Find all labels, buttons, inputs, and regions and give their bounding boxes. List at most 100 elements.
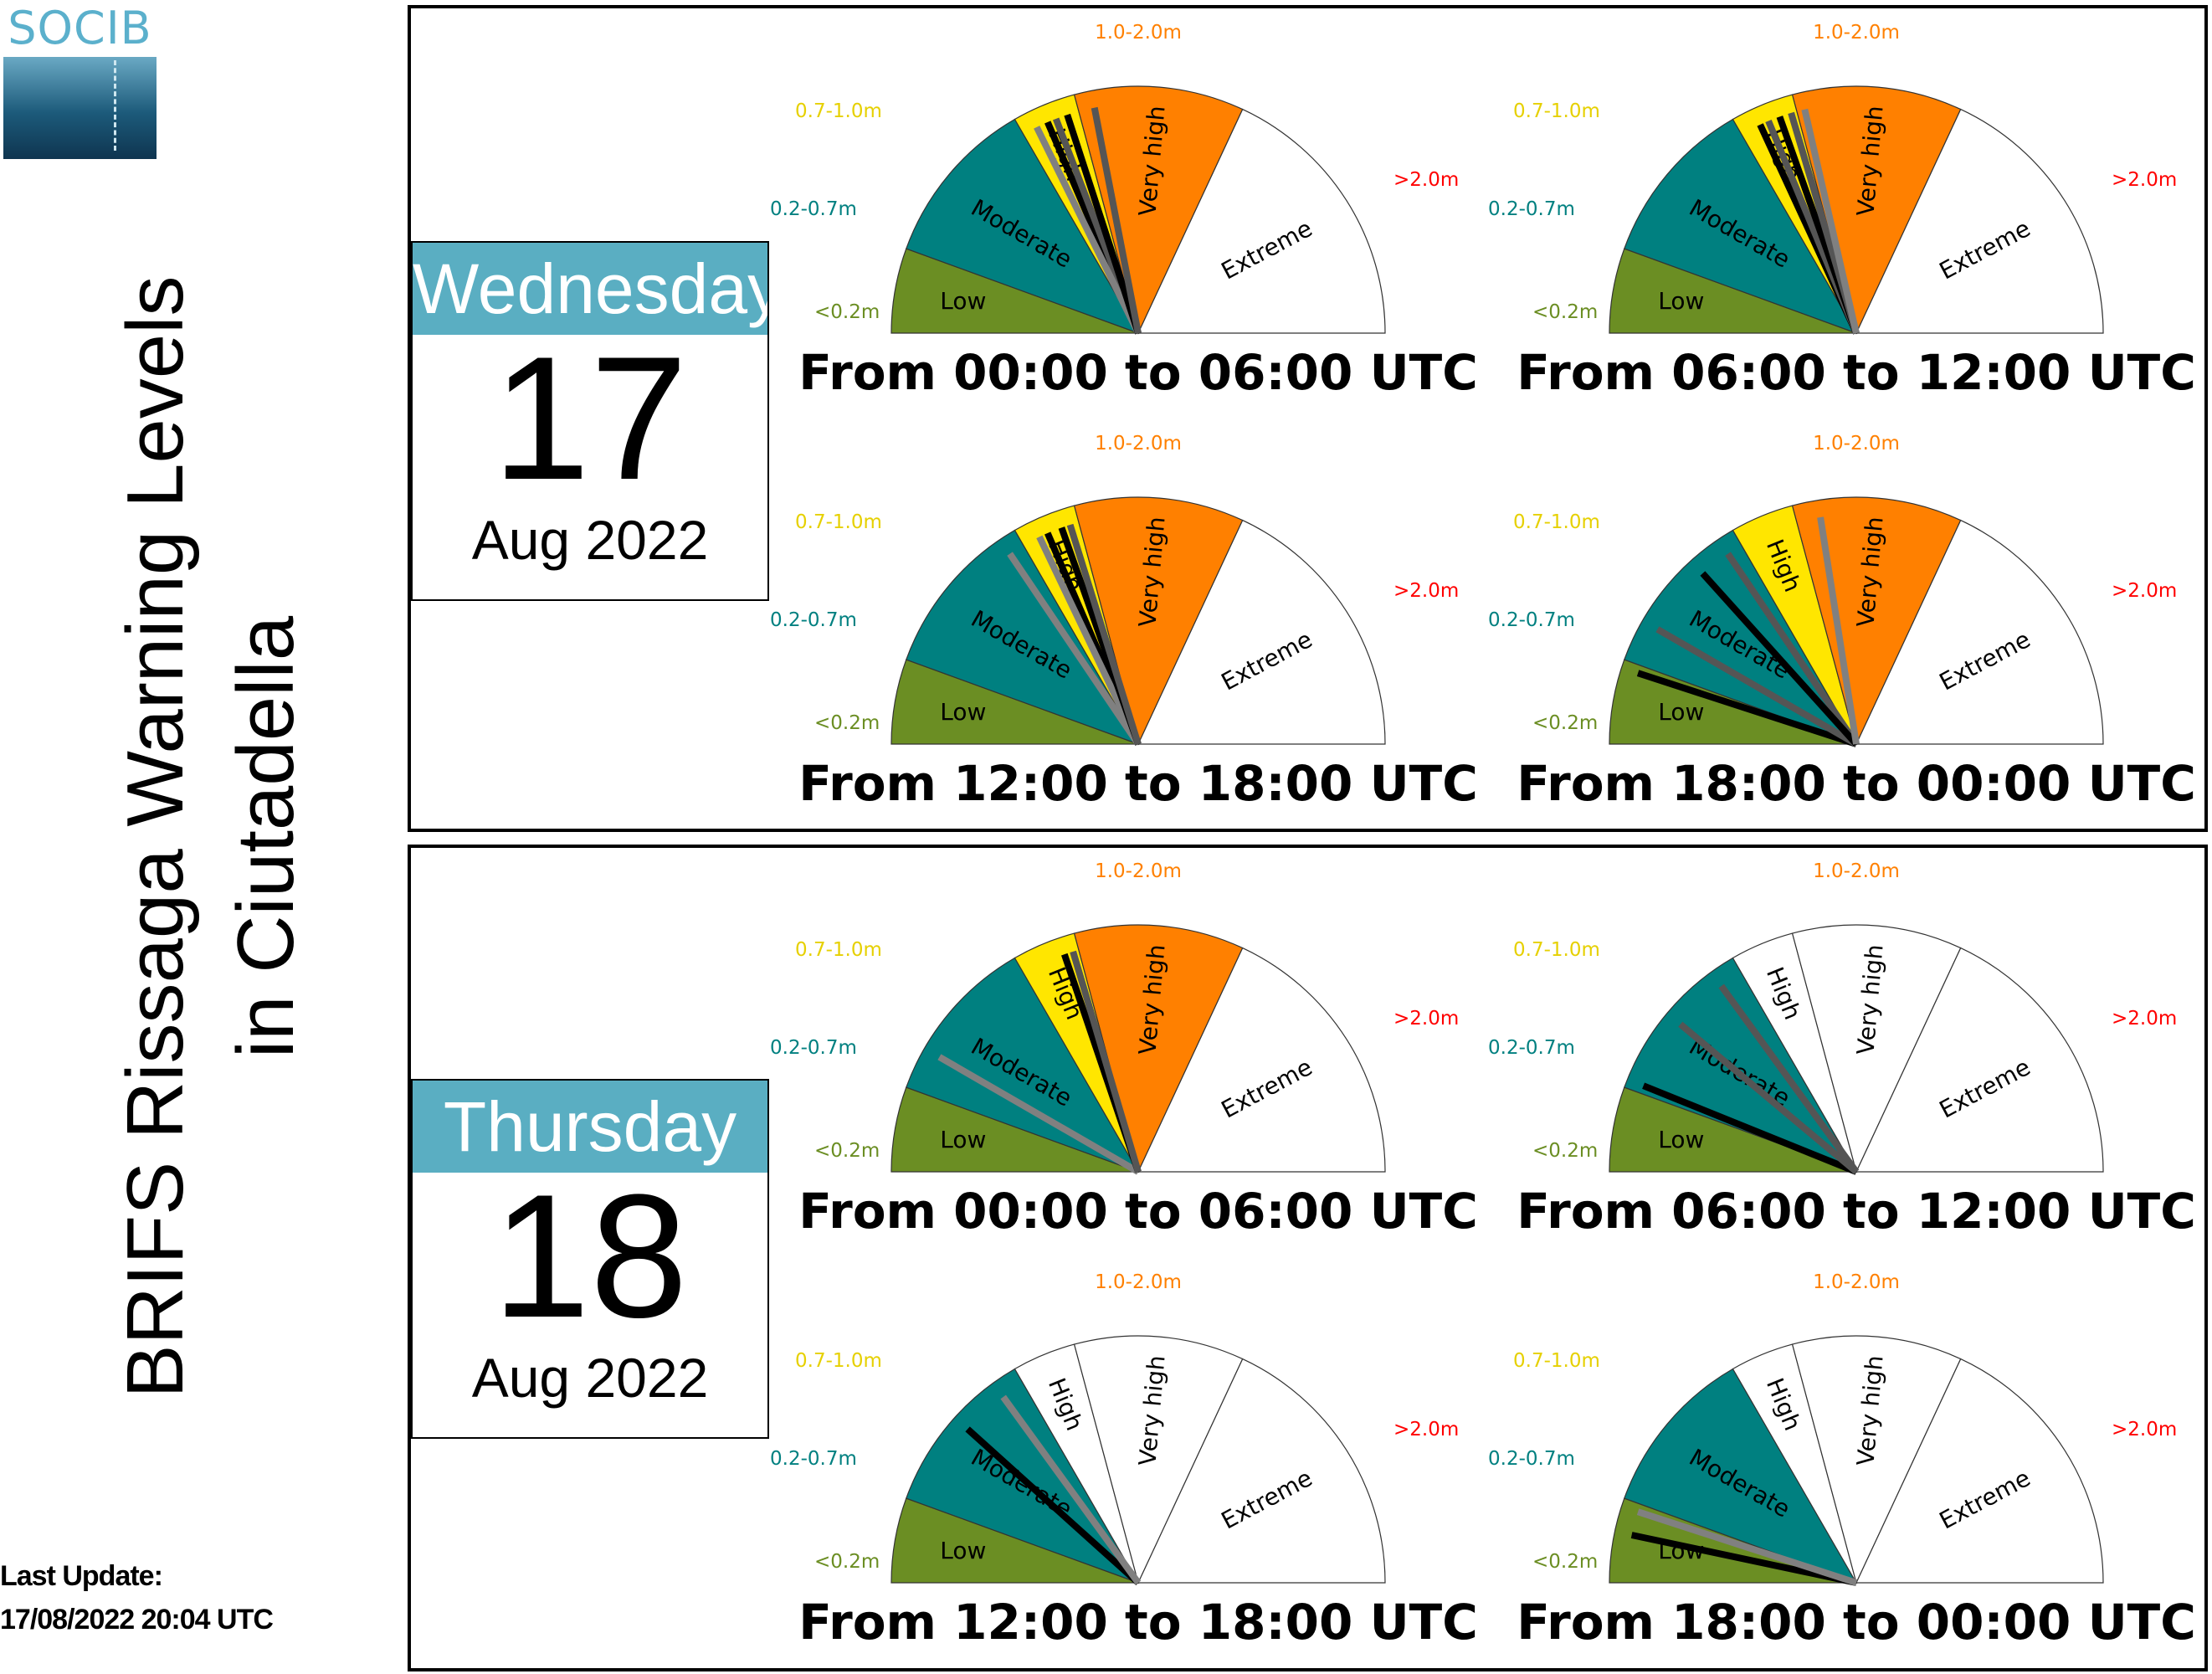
threshold-label: <0.2m	[1532, 1140, 1598, 1162]
gauge-sector-moderate	[1624, 529, 1858, 746]
threshold-label: 1.0-2.0m	[1095, 22, 1182, 44]
gauge-sector-very-high	[1073, 85, 1244, 335]
title-line-1: BRIFS Rissaga Warning Levels	[110, 275, 200, 1399]
threshold-label: >2.0m	[2112, 1008, 2177, 1030]
threshold-label: 0.2-0.7m	[1488, 198, 1575, 220]
gauge-sector-very-high	[1073, 496, 1244, 746]
last-update-value: 17/08/2022 20:04 UTC	[0, 1604, 274, 1635]
calendar-month-year: Aug 2022	[471, 509, 709, 571]
threshold-label: <0.2m	[1532, 1551, 1598, 1573]
threshold-label: 0.2-0.7m	[770, 1037, 857, 1059]
threshold-label: 0.7-1.0m	[1513, 511, 1600, 533]
gauge-needle	[1636, 670, 1858, 747]
gauge-needle	[965, 1426, 1141, 1585]
gauge-sector-very-high	[1791, 496, 1962, 746]
threshold-label: 1.0-2.0m	[1813, 860, 1900, 882]
gauge-sector-moderate	[1624, 957, 1858, 1173]
gauge-needle	[937, 1054, 1141, 1175]
gauge-period: From 18:00 to 00:00 UTC	[1517, 755, 2196, 812]
threshold-label: 1.0-2.0m	[1095, 1271, 1182, 1293]
level-label-low: Low	[940, 1126, 986, 1153]
gauge-period: From 00:00 to 06:00 UTC	[798, 1183, 1478, 1240]
threshold-label: >2.0m	[1393, 1419, 1459, 1440]
gauge-sector-extreme	[1855, 108, 2104, 334]
gauge-needle	[1718, 983, 1860, 1174]
calendar-day-number: 17	[492, 320, 688, 516]
threshold-label: 0.7-1.0m	[1513, 1350, 1600, 1372]
socib-logo: SOCIB	[3, 3, 157, 159]
gauge-sector-very-high	[1791, 924, 1962, 1173]
gauge-needle	[1036, 535, 1142, 746]
gauge-sector-extreme	[1855, 1358, 2104, 1584]
threshold-label: >2.0m	[2112, 580, 2177, 602]
gauge-sector-very-high	[1073, 924, 1244, 1173]
threshold-label: >2.0m	[2112, 1419, 2177, 1440]
gauge-needle	[1636, 1508, 1858, 1586]
threshold-label: 0.2-0.7m	[1488, 1448, 1575, 1470]
gauge-period: From 00:00 to 06:00 UTC	[798, 344, 1478, 401]
day-panel-2	[408, 845, 2208, 1671]
calendar-month-year: Aug 2022	[471, 1347, 709, 1409]
threshold-label: >2.0m	[1393, 169, 1459, 191]
level-label-low: Low	[940, 698, 986, 726]
logo-dash	[114, 60, 116, 151]
logo-text: SOCIB	[8, 2, 152, 54]
threshold-label: 1.0-2.0m	[1095, 860, 1182, 882]
gauge-sector-very-high	[1791, 85, 1962, 335]
threshold-label: <0.2m	[814, 1551, 880, 1573]
gauge-needle	[1064, 113, 1142, 335]
gauge-needle	[1630, 1532, 1857, 1586]
threshold-label: 0.2-0.7m	[770, 198, 857, 220]
gauge-sector-extreme	[1137, 947, 1386, 1173]
threshold-label: 0.7-1.0m	[795, 939, 882, 961]
gauge-needle	[1000, 1394, 1142, 1585]
gauge-period: From 06:00 to 12:00 UTC	[1517, 1183, 2196, 1240]
gauge-needle	[1070, 950, 1142, 1173]
threshold-label: 0.7-1.0m	[795, 1350, 882, 1372]
gauge-needle	[1642, 1082, 1858, 1175]
threshold-label: 0.7-1.0m	[795, 511, 882, 533]
gauge-sector-moderate	[906, 529, 1140, 746]
threshold-label: >2.0m	[2112, 169, 2177, 191]
last-update: Last Update: 17/08/2022 20:04 UTC	[0, 1554, 274, 1641]
threshold-label: 0.2-0.7m	[770, 1448, 857, 1470]
gauge-period: From 12:00 to 18:00 UTC	[798, 1594, 1478, 1651]
threshold-label: 1.0-2.0m	[1813, 22, 1900, 44]
gauge-sector-extreme	[1855, 947, 2104, 1173]
gauge-sector-moderate	[1624, 118, 1858, 335]
gauge-needle	[1091, 106, 1142, 334]
gauge-needle	[1007, 552, 1142, 747]
level-label-low: Low	[940, 287, 986, 315]
calendar-thursday: Thursday 18 Aug 2022	[411, 1079, 769, 1439]
threshold-label: <0.2m	[1532, 301, 1598, 323]
gauge-needle	[1725, 552, 1860, 747]
gauge-sector-moderate	[906, 957, 1140, 1173]
gauge-sector-extreme	[1137, 1358, 1386, 1584]
threshold-label: 0.7-1.0m	[795, 100, 882, 122]
gauge-needle	[1655, 626, 1859, 747]
gauge-sector-extreme	[1137, 108, 1386, 334]
page-title: BRIFS Rissaga Warning Levels in Ciutadel…	[100, 84, 318, 1590]
threshold-label: >2.0m	[1393, 1008, 1459, 1030]
logo-mark	[3, 57, 157, 159]
gauge-period: From 06:00 to 12:00 UTC	[1517, 344, 2196, 401]
threshold-label: 0.2-0.7m	[770, 609, 857, 631]
threshold-label: >2.0m	[1393, 580, 1459, 602]
gauge-sector-moderate	[906, 118, 1140, 335]
gauge-needle	[1066, 523, 1142, 746]
threshold-label: 1.0-2.0m	[1813, 1271, 1900, 1293]
